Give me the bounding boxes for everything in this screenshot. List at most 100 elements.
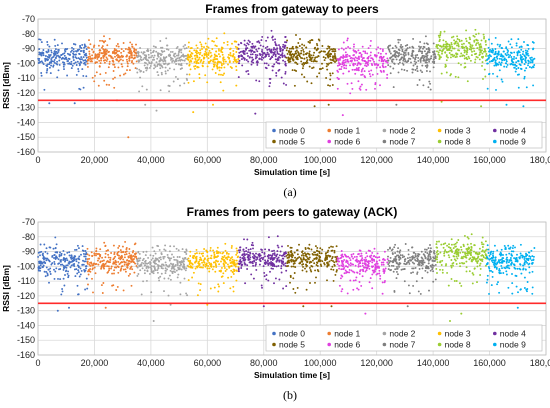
data-point [357, 288, 360, 291]
data-point [517, 59, 520, 62]
data-point [519, 263, 522, 266]
data-point [113, 272, 115, 275]
data-point [63, 253, 66, 256]
data-point [263, 252, 266, 254]
data-point [456, 44, 458, 47]
data-point [86, 247, 89, 250]
data-point [108, 63, 111, 65]
data-point [465, 266, 468, 269]
data-point [113, 269, 116, 272]
data-point [397, 62, 400, 65]
data-point [90, 251, 93, 254]
data-point [394, 255, 397, 258]
data-point-outlier [155, 109, 158, 112]
data-point [425, 248, 428, 251]
data-point [184, 269, 187, 272]
data-point [52, 247, 55, 250]
data-point [272, 48, 275, 51]
data-point [386, 77, 389, 79]
data-point [470, 246, 473, 249]
data-point [364, 52, 367, 54]
data-point [337, 58, 340, 61]
data-point [86, 62, 89, 65]
data-point [509, 43, 512, 46]
data-point [48, 259, 51, 262]
data-point [99, 62, 102, 65]
data-point [360, 70, 363, 73]
data-point [437, 53, 440, 56]
data-point [124, 48, 127, 50]
data-point [54, 52, 57, 55]
data-point [66, 47, 69, 50]
data-point [284, 262, 287, 265]
data-point [490, 59, 493, 62]
data-point [357, 62, 359, 65]
data-point [470, 233, 473, 236]
data-point [429, 247, 432, 250]
data-point [340, 68, 343, 71]
data-point [396, 273, 399, 276]
data-point [156, 57, 159, 60]
legend-marker [382, 331, 387, 336]
data-point [375, 63, 378, 65]
data-point [516, 253, 518, 256]
data-point [256, 61, 259, 64]
data-point [473, 250, 475, 253]
data-point [46, 257, 49, 260]
data-point [66, 52, 69, 55]
data-point [83, 53, 86, 56]
data-point [316, 44, 319, 47]
data-point [514, 274, 517, 277]
data-point [439, 32, 442, 35]
data-point [492, 259, 495, 262]
y-tick-label: -150 [17, 132, 35, 142]
data-point [366, 61, 369, 64]
data-point [473, 40, 476, 43]
data-point [353, 43, 355, 46]
data-point [454, 242, 457, 245]
data-point [523, 69, 526, 72]
data-point [238, 260, 241, 263]
data-point [398, 250, 401, 253]
data-point [90, 262, 93, 265]
data-point [256, 54, 259, 57]
data-point [83, 270, 86, 273]
data-point [320, 265, 323, 267]
data-point [217, 48, 220, 51]
data-point [96, 57, 99, 60]
data-point [433, 257, 436, 260]
data-point [237, 56, 240, 58]
data-point [155, 61, 158, 64]
data-point [266, 53, 268, 56]
data-point [164, 249, 167, 252]
data-point [40, 41, 43, 44]
data-point [354, 264, 357, 267]
data-point [269, 82, 272, 84]
x-tick-label: 0 [35, 155, 40, 165]
data-point [150, 291, 153, 294]
data-point [463, 54, 466, 57]
data-point [87, 269, 90, 271]
data-point [344, 61, 347, 64]
data-point [230, 261, 233, 264]
data-point [76, 272, 79, 275]
x-tick-label: 80,000 [250, 155, 278, 165]
data-point [531, 261, 534, 264]
data-point [187, 53, 189, 56]
data-point [472, 273, 475, 276]
data-point [62, 268, 65, 271]
data-point [456, 248, 459, 251]
data-point [276, 259, 279, 262]
data-point [134, 242, 137, 245]
data-point [56, 52, 59, 55]
data-point [463, 46, 466, 49]
data-point [213, 64, 216, 67]
data-point [123, 263, 126, 266]
data-point [233, 261, 236, 264]
data-point [228, 265, 231, 268]
data-point [376, 64, 379, 67]
data-point [479, 267, 482, 270]
data-point [79, 273, 82, 276]
data-point [198, 258, 201, 261]
data-point [159, 275, 162, 278]
